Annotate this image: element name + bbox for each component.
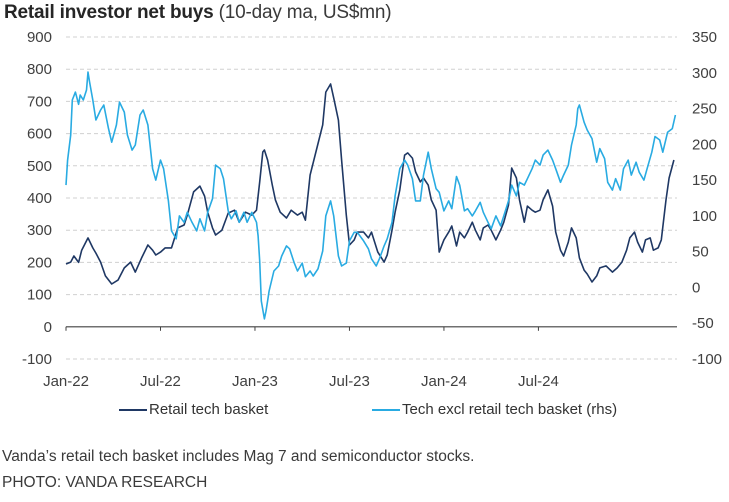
y-axis-left: 900 800 700 600 500 400 300 200 100 0 -100 (22, 29, 52, 368)
y-right-tick-label: 100 (692, 208, 717, 225)
x-tick-label: Jan-22 (43, 373, 89, 390)
y-left-tick-label: 300 (27, 222, 52, 239)
y-right-tick-label: 200 (692, 136, 717, 153)
y-right-tick-label: 150 (692, 172, 717, 189)
legend-swatch-retail-tech (119, 408, 147, 411)
legend-swatch-tech-excl (372, 408, 400, 411)
x-tick-label: Jul-23 (329, 373, 370, 390)
chart-title: Retail investor net buys (10-day ma, US$… (4, 2, 392, 24)
legend-item-tech-excl: Tech excl retail tech basket (rhs) (372, 401, 617, 418)
y-left-tick-label: 100 (27, 287, 52, 304)
y-right-tick-label: -50 (692, 315, 714, 332)
series-line-tech-excl-retail (65, 71, 677, 320)
y-right-tick-label: 300 (692, 65, 717, 82)
y-axis-right: 350 300 250 200 150 100 50 0 -50 -100 (692, 29, 722, 368)
gridlines (66, 36, 677, 360)
legend-label-tech-excl: Tech excl retail tech basket (rhs) (402, 401, 618, 418)
y-right-tick-label: -100 (692, 351, 722, 368)
y-left-tick-label: 800 (27, 61, 52, 78)
y-right-tick-label: 50 (692, 244, 709, 261)
legend-label-retail-tech: Retail tech basket (149, 401, 269, 418)
y-left-tick-label: -100 (22, 351, 52, 368)
y-right-tick-label: 0 (692, 279, 700, 296)
photo-credit: PHOTO: VANDA RESEARCH (2, 474, 208, 491)
y-left-tick-label: 400 (27, 190, 52, 207)
chart-title-units: (10-day ma, US$mn) (213, 2, 392, 23)
y-right-tick-label: 250 (692, 101, 717, 118)
x-tick-label: Jul-24 (518, 373, 559, 390)
series-layer (65, 71, 677, 320)
y-left-tick-label: 500 (27, 158, 52, 175)
figure-caption: Vanda’s retail tech basket includes Mag … (2, 448, 475, 465)
series-line-retail-tech-basket (65, 83, 675, 285)
x-axis: Jan-22 Jul-22 Jan-23 Jul-23 Jan-24 Jul-24 (43, 326, 677, 390)
legend: Retail tech basket Tech excl retail tech… (0, 401, 729, 423)
y-right-tick-label: 350 (692, 29, 717, 46)
x-tick-label: Jan-23 (232, 373, 278, 390)
y-left-tick-label: 0 (44, 319, 52, 336)
y-left-tick-label: 600 (27, 126, 52, 143)
legend-item-retail-tech: Retail tech basket (119, 401, 268, 418)
x-tick-label: Jul-22 (140, 373, 181, 390)
chart-title-main: Retail investor net buys (4, 2, 214, 23)
y-left-tick-label: 900 (27, 29, 52, 46)
x-tick-label: Jan-24 (421, 373, 467, 390)
y-left-tick-label: 200 (27, 254, 52, 271)
y-left-tick-label: 700 (27, 93, 52, 110)
